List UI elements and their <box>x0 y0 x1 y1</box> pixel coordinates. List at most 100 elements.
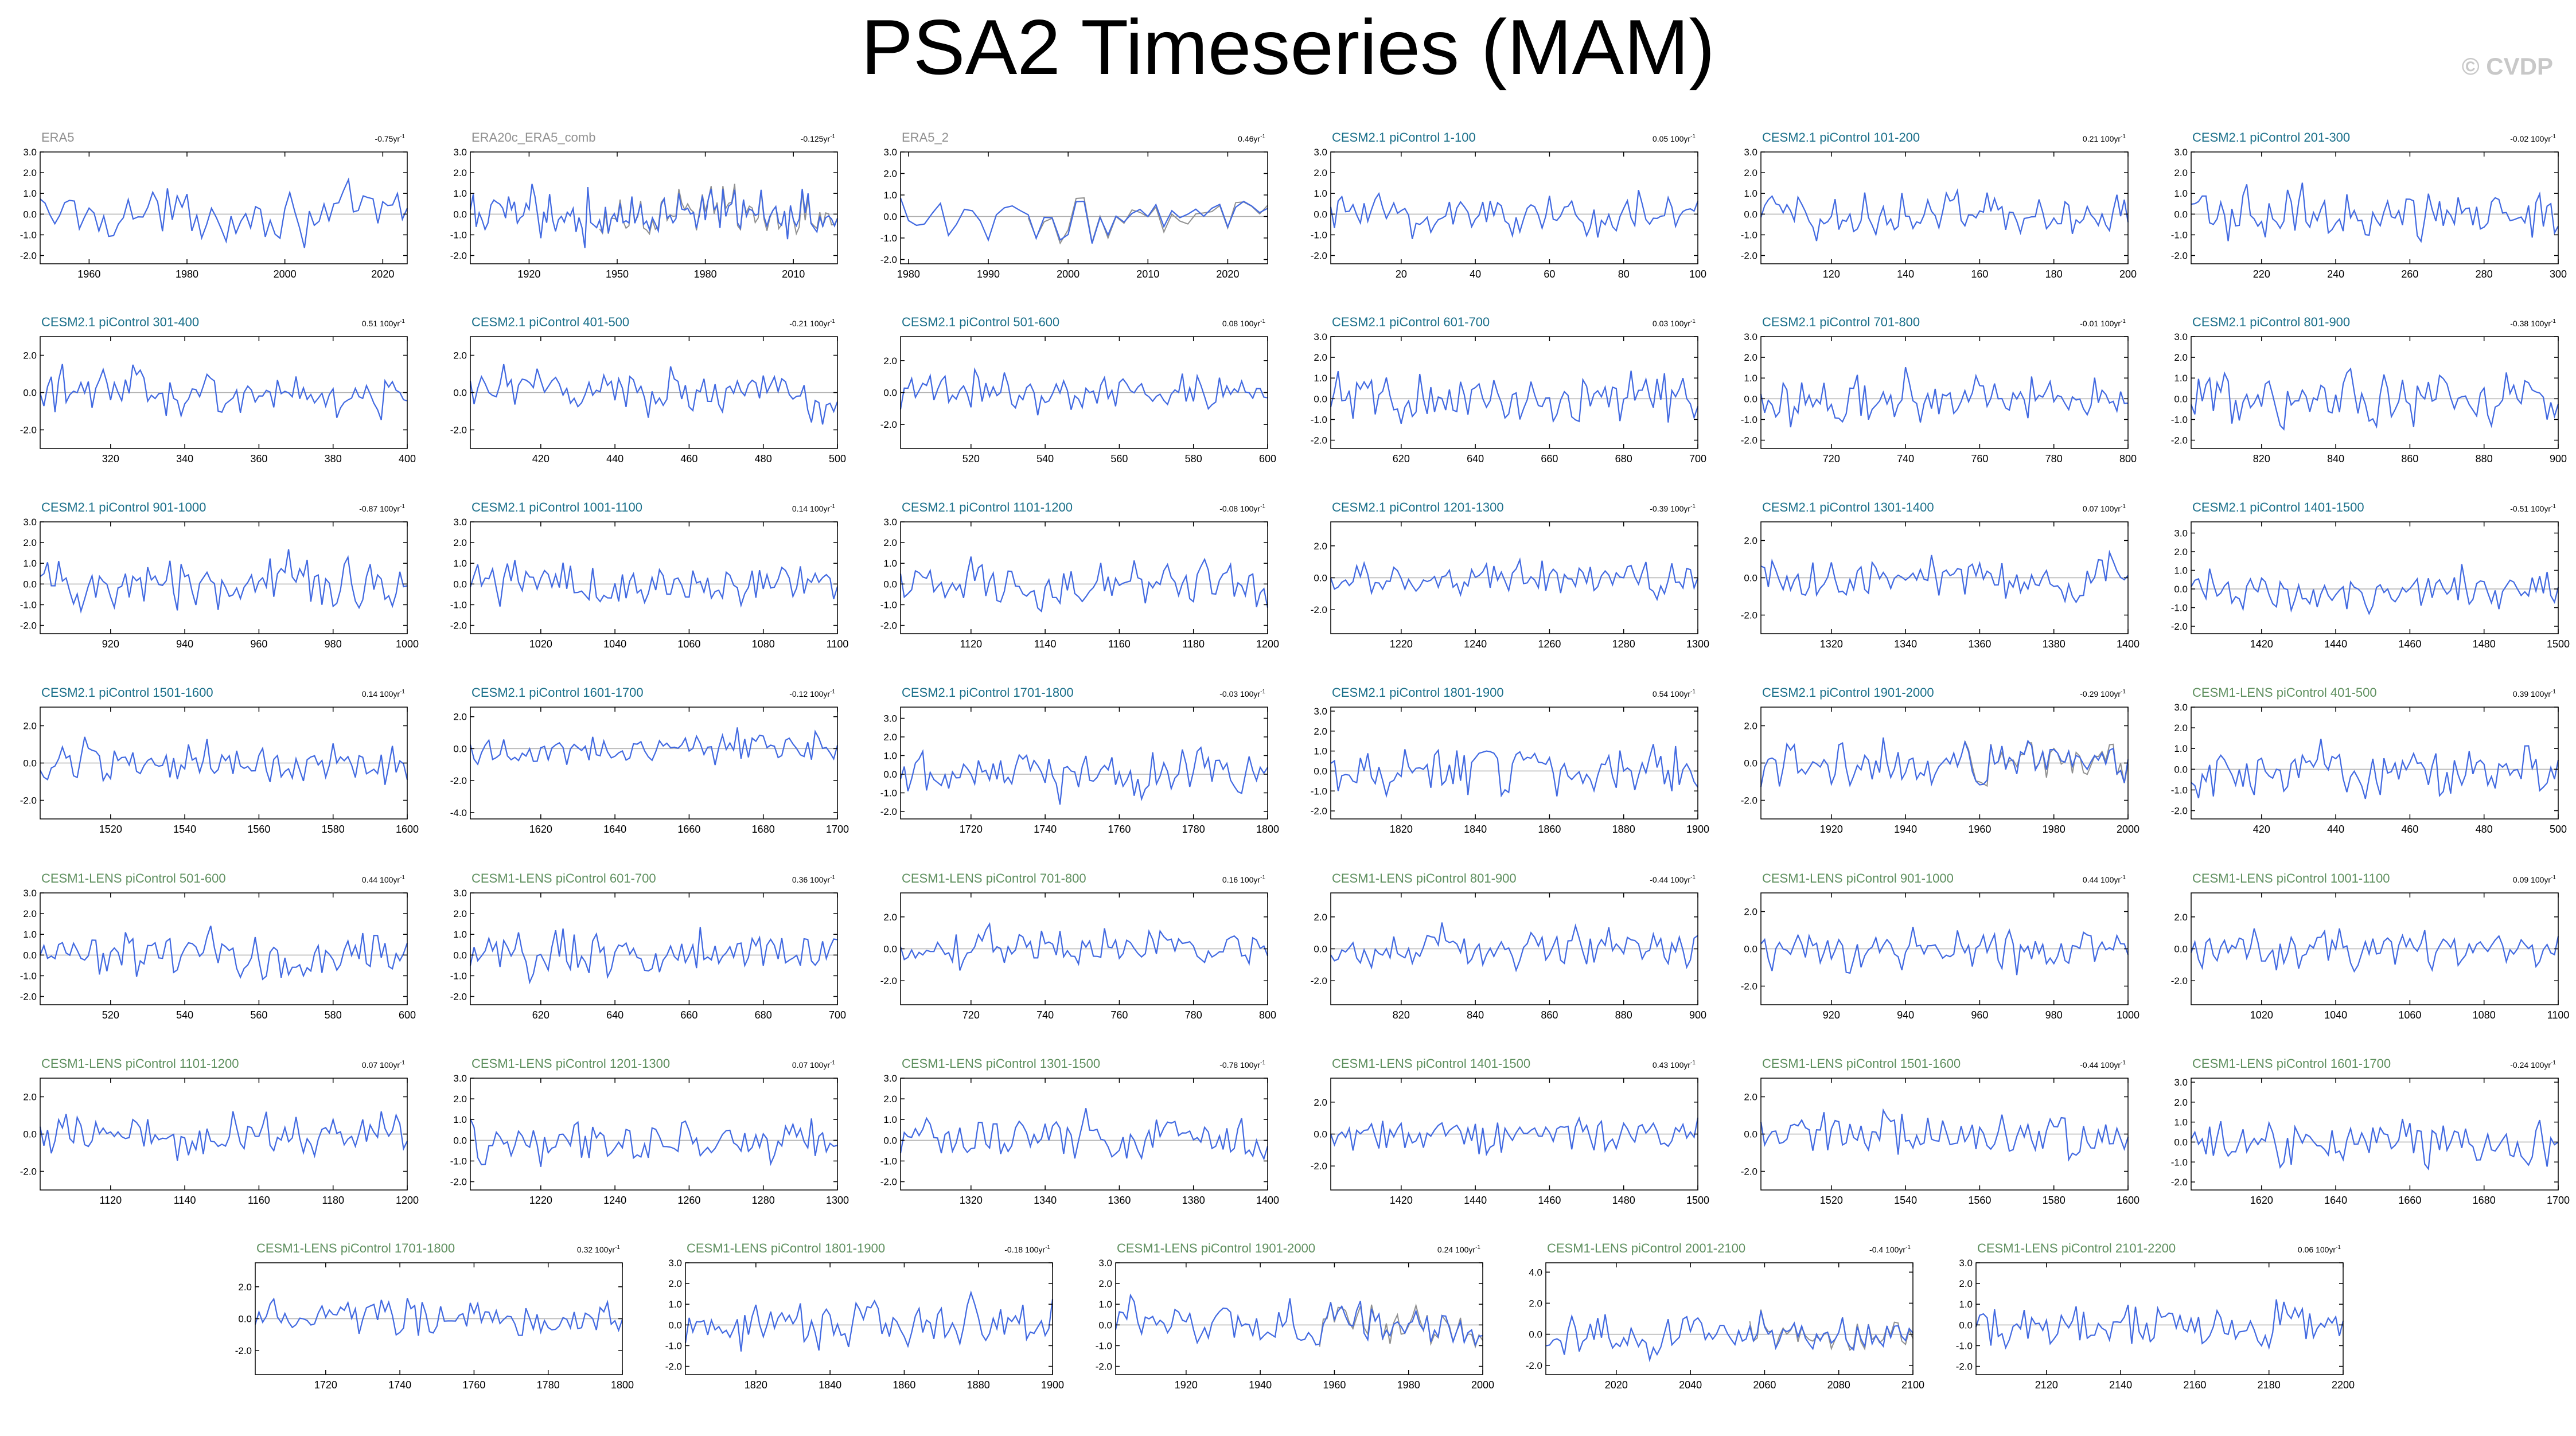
chart-panel: CESM1-LENS piControl 1801-1900 -0.18 100y… <box>665 1241 1064 1391</box>
x-tick-label: 760 <box>1110 1009 1128 1021</box>
x-tick-label: 800 <box>1259 1009 1276 1021</box>
x-tick-label: 1760 <box>462 1379 485 1391</box>
x-tick-label: 1940 <box>1249 1379 1272 1391</box>
y-tick-label: -2.0 <box>450 992 467 1002</box>
x-tick-label: 720 <box>1823 453 1840 465</box>
x-tick-label: 1960 <box>1968 824 1991 835</box>
x-tick-label: 1000 <box>396 638 419 650</box>
series-line <box>1760 926 2129 975</box>
y-tick-label: 3.0 <box>453 888 467 899</box>
x-tick-label: 1960 <box>1323 1379 1346 1391</box>
y-tick-label: -2.0 <box>1741 610 1757 621</box>
x-tick-label: 1800 <box>611 1379 634 1391</box>
x-tick-label: 880 <box>1615 1009 1632 1021</box>
y-tick-label: 3.0 <box>668 1258 682 1269</box>
x-tick-label: 2000 <box>1057 268 1079 280</box>
plot-frame <box>900 521 1268 634</box>
x-tick-label: 1600 <box>2117 1195 2139 1206</box>
chart-panel: CESM2.1 piControl 801-900 -0.38 100yr-1 -2… <box>2171 315 2567 465</box>
y-tick-label: 3.0 <box>23 888 37 899</box>
plot-frame <box>2191 1078 2559 1191</box>
y-tick-label: -1.0 <box>2171 1157 2188 1168</box>
y-tick-label: 0.0 <box>23 579 37 590</box>
x-tick-label: 40 <box>1470 268 1481 280</box>
y-tick-label: 3.0 <box>453 1073 467 1084</box>
chart-title: CESM2.1 piControl 1901-2000 <box>1762 685 1934 700</box>
y-tick-label: 1.0 <box>23 558 37 569</box>
y-tick-label: 0.0 <box>23 209 37 220</box>
chart-panel: CESM1-LENS piControl 401-500 0.39 100yr-1… <box>2171 685 2567 835</box>
y-tick-label: 2.0 <box>1744 536 1757 547</box>
y-tick-label: 2.0 <box>883 169 897 180</box>
x-tick-label: 1020 <box>529 638 552 650</box>
trend-label: 0.44 100yr-1 <box>362 875 406 884</box>
page-title: PSA2 Timeseries (MAM) <box>861 3 1715 91</box>
x-tick-label: 1420 <box>2250 638 2273 650</box>
x-tick-label: 1680 <box>752 824 775 835</box>
y-tick-label: 2.0 <box>1744 352 1757 363</box>
x-tick-label: 1860 <box>1538 824 1561 835</box>
chart-panel: CESM1-LENS piControl 901-1000 0.44 100yr-… <box>1741 871 2139 1021</box>
x-tick-label: 2080 <box>1827 1379 1850 1391</box>
plot-frame <box>1975 1262 2344 1375</box>
series-line <box>254 1297 623 1336</box>
x-tick-label: 540 <box>1036 453 1054 465</box>
chart-panel: CESM2.1 piControl 1301-1400 0.07 100yr-1 -… <box>1741 500 2139 650</box>
y-tick-label: 2.0 <box>2174 167 2188 178</box>
y-tick-label: 0.0 <box>23 950 37 961</box>
x-tick-label: 1980 <box>694 268 717 280</box>
x-tick-label: 1240 <box>1464 638 1487 650</box>
chart-panel: ERA20c_ERA5_comb -0.125yr-1 -2.0 -1.0 0.0 1.0… <box>450 130 839 280</box>
x-tick-label: 740 <box>1036 1009 1054 1021</box>
chart-title: CESM2.1 piControl 701-800 <box>1762 315 1920 329</box>
chart-title: CESM2.1 piControl 301-400 <box>41 315 199 329</box>
chart-panel: CESM1-LENS piControl 1701-1800 0.32 100yr… <box>235 1241 634 1391</box>
y-tick-label: 1.0 <box>453 929 467 940</box>
y-tick-label: -2.0 <box>20 251 37 262</box>
y-tick-label: 1.0 <box>1744 188 1757 199</box>
x-tick-label: 480 <box>755 453 772 465</box>
chart-title: CESM2.1 piControl 1001-1100 <box>471 500 642 514</box>
y-tick-label: 2.0 <box>1744 167 1757 178</box>
x-tick-label: 1160 <box>1108 638 1131 650</box>
series-line <box>899 746 1268 805</box>
chart-panel: CESM1-LENS piControl 601-700 0.36 100yr-1… <box>450 871 846 1021</box>
x-tick-label: 600 <box>1259 453 1276 465</box>
trend-label: 0.54 100yr-1 <box>1653 689 1696 699</box>
x-tick-label: 280 <box>2476 268 2493 280</box>
plot-frame <box>470 151 838 264</box>
y-tick-label: 1.0 <box>23 188 37 199</box>
trend-label: 0.07 100yr-1 <box>792 1060 836 1070</box>
x-tick-label: 900 <box>1689 1009 1706 1021</box>
x-tick-label: 540 <box>176 1009 193 1021</box>
y-tick-label: -1.0 <box>1096 1340 1112 1351</box>
chart-title: CESM1-LENS piControl 1601-1700 <box>2192 1056 2391 1071</box>
chart-panel: CESM1-LENS piControl 1601-1700 -0.24 100y… <box>2171 1056 2570 1206</box>
x-tick-label: 780 <box>1185 1009 1202 1021</box>
y-tick-label: -2.0 <box>20 1166 37 1177</box>
x-tick-label: 300 <box>2550 268 2567 280</box>
trend-label: 0.43 100yr-1 <box>1653 1060 1696 1070</box>
chart-panel: CESM1-LENS piControl 1401-1500 0.43 100yr… <box>1311 1056 1709 1206</box>
y-tick-label: -1.0 <box>450 229 467 240</box>
x-tick-label: 1950 <box>606 268 629 280</box>
x-tick-label: 1980 <box>2043 824 2066 835</box>
x-tick-label: 180 <box>2045 268 2063 280</box>
series-line <box>899 922 1269 971</box>
y-tick-label: 0.0 <box>1529 1329 1542 1340</box>
y-tick-label: -2.0 <box>2171 435 2188 446</box>
y-tick-label: -1.0 <box>880 1156 897 1166</box>
y-tick-label: -1.0 <box>665 1340 682 1351</box>
plot-frame <box>2191 521 2559 634</box>
x-tick-label: 1440 <box>2324 638 2347 650</box>
trend-label: 0.16 100yr-1 <box>1222 875 1266 884</box>
x-tick-label: 500 <box>2550 824 2567 835</box>
series-line <box>1330 557 1699 602</box>
x-tick-label: 1980 <box>176 268 198 280</box>
x-tick-label: 1020 <box>2250 1009 2273 1021</box>
chart-title: CESM2.1 piControl 1601-1700 <box>471 685 644 700</box>
x-tick-label: 1440 <box>1464 1195 1487 1206</box>
y-tick-label: 2.0 <box>2174 912 2188 923</box>
y-tick-label: -1.0 <box>450 1156 467 1166</box>
y-tick-label: -2.0 <box>20 425 37 436</box>
